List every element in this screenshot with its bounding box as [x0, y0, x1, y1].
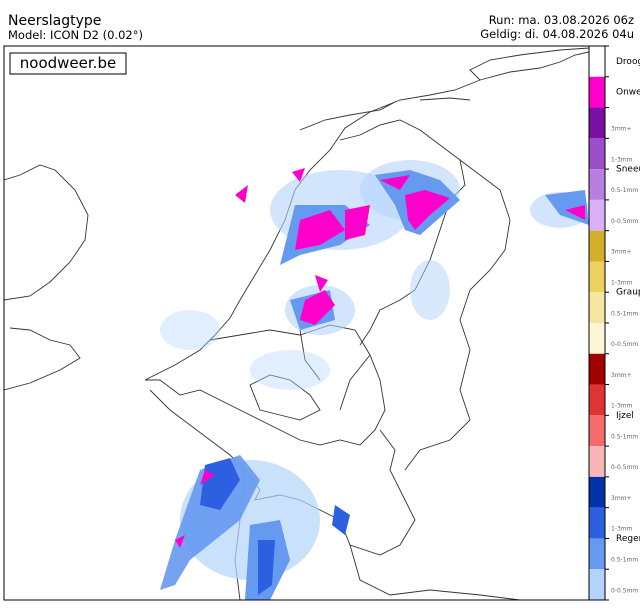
legend-swatch: [589, 76, 605, 108]
legend-level-label: 3mm+: [611, 495, 632, 502]
legend-label: Sneeu: [616, 165, 640, 175]
legend-swatch: [589, 169, 605, 200]
legend-label: Droog: [616, 57, 640, 67]
legend-swatch: [589, 415, 605, 447]
logo-box: [9, 52, 127, 75]
legend-level-label: 1-3mm: [611, 279, 633, 286]
legend-swatch: [589, 138, 605, 170]
map: [4, 46, 589, 600]
precipitation: [160, 160, 589, 600]
legend-swatch: [589, 46, 605, 77]
title: Neerslagtype: [8, 13, 101, 29]
legend-level-label: 0-0.5mm: [611, 218, 638, 225]
legend-swatch: [589, 476, 605, 508]
legend-swatch: [589, 261, 605, 293]
legend-swatch: [589, 384, 605, 416]
legend-level-label: 0.5-1mm: [611, 187, 638, 194]
legend-swatch: [589, 446, 605, 477]
legend-level-label: 3mm+: [611, 249, 632, 256]
legend-level-label: 3mm+: [611, 372, 632, 379]
legend-level-label: 3mm+: [611, 126, 632, 133]
legend-level-label: 0-0.5mm: [611, 587, 638, 594]
legend-level-label: 1-3mm: [611, 403, 633, 410]
run: Run: ma. 03.08.2026 06z: [489, 13, 634, 27]
legend-label: Ijzel: [616, 411, 634, 421]
legend-swatch: [589, 230, 605, 262]
logo: noodweer.be: [20, 54, 116, 72]
legend-swatch: [589, 538, 605, 570]
legend-level-label: 1-3mm: [611, 156, 633, 163]
legend-label: Regen: [616, 534, 640, 544]
legend-swatch: [589, 323, 605, 354]
legend-level-label: 0-0.5mm: [611, 464, 638, 471]
legend: Droog Onwe 3mm+ 1-3mm 0.5-1mm 0-0.5mm Sneeu 3mm…: [588, 45, 640, 601]
legend-label: Graup: [616, 288, 640, 298]
legend-frame: [588, 45, 606, 601]
legend-swatch: [589, 292, 605, 323]
legend-level-label: 0.5-1mm: [611, 556, 638, 563]
legend-level-label: 1-3mm: [611, 526, 633, 533]
legend-swatch: [589, 507, 605, 539]
legend-swatch: [589, 199, 605, 231]
legend-swatch: [589, 107, 605, 139]
legend-swatch: [589, 353, 605, 385]
model: Model: ICON D2 (0.02°): [8, 28, 143, 42]
legend-swatch: [589, 569, 605, 600]
legend-level-label: 0.5-1mm: [611, 433, 638, 440]
valid: Geldig: di. 04.08.2026 04u: [480, 27, 634, 41]
legend-level-label: 0.5-1mm: [611, 310, 638, 317]
legend-label: Onwe: [616, 88, 640, 98]
legend-level-label: 0-0.5mm: [611, 341, 638, 348]
